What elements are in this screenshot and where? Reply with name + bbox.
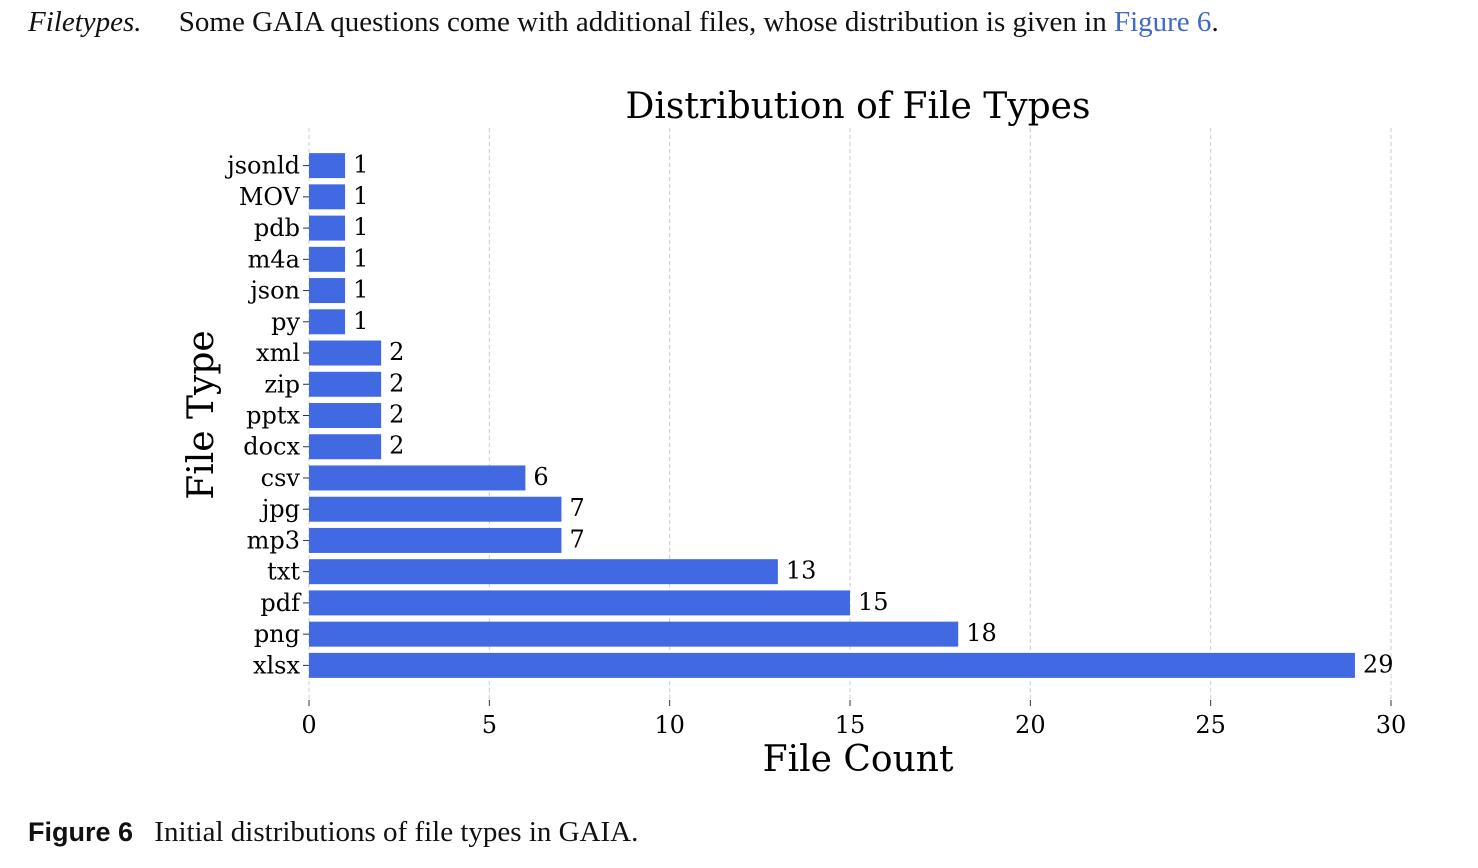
data-label: 2 — [389, 432, 404, 460]
y-tick-label: png — [254, 620, 300, 648]
bar-zip — [309, 371, 382, 397]
y-tick-label: csv — [261, 464, 301, 492]
bars — [309, 153, 1355, 678]
x-tick-label: 30 — [1376, 711, 1407, 739]
bar-chart: Distribution of File Types jsonld MOV pdb m… — [181, 86, 1406, 780]
intro-text: Some GAIA questions come with additional… — [178, 6, 1107, 38]
data-label: 2 — [389, 369, 404, 397]
data-label: 7 — [569, 494, 584, 522]
x-tick-labels: 0 5 10 15 20 25 30 — [301, 700, 1406, 739]
intro-lead: Filetypes. — [28, 6, 142, 38]
data-label: 2 — [389, 338, 404, 366]
x-axis-label: File Count — [763, 739, 954, 780]
caption-label: Figure 6 — [28, 817, 134, 847]
y-tick-label: json — [247, 277, 300, 305]
y-tick-label: m4a — [248, 245, 300, 273]
data-label: 1 — [353, 151, 368, 179]
y-tick-label: pdf — [260, 589, 302, 617]
y-tick-label: py — [271, 308, 300, 336]
chart-title: Distribution of File Types — [626, 86, 1091, 127]
data-label: 1 — [353, 213, 368, 241]
x-tick-label: 20 — [1015, 711, 1046, 739]
x-tick-label: 0 — [301, 711, 316, 739]
x-tick-label: 5 — [482, 711, 497, 739]
y-tick-label: docx — [243, 433, 300, 461]
data-label: 13 — [786, 557, 817, 585]
bar-json — [309, 278, 346, 304]
data-label: 1 — [353, 276, 368, 304]
data-label: 18 — [966, 619, 997, 647]
y-tick-label: txt — [267, 558, 300, 586]
y-axis-label: File Type — [181, 330, 222, 499]
y-tick-label: xlsx — [253, 651, 301, 679]
bar-png — [309, 621, 959, 647]
x-tick-label: 25 — [1195, 711, 1226, 739]
data-label: 2 — [389, 401, 404, 429]
data-label: 1 — [353, 182, 368, 210]
y-tick-labels: jsonld MOV pdb m4a json py xml zip pptx docx csv jp… — [224, 152, 309, 679]
y-tick-label: pptx — [246, 402, 300, 430]
bar-jpg — [309, 496, 562, 522]
y-tick-label: MOV — [239, 183, 301, 211]
caption-text: Initial distributions of file types in G… — [154, 816, 639, 848]
data-label: 15 — [858, 588, 889, 616]
data-label: 7 — [569, 525, 584, 553]
bar-jsonld — [309, 153, 346, 179]
bar-pdf — [309, 590, 850, 616]
bar-py — [309, 309, 346, 335]
bar-csv — [309, 465, 526, 491]
bar-txt — [309, 559, 778, 585]
y-tick-label: mp3 — [247, 526, 300, 554]
figure-caption: Figure 6 Initial distributions of file t… — [28, 816, 638, 849]
y-tick-label: jpg — [259, 495, 300, 523]
bar-mov — [309, 184, 346, 210]
data-label: 1 — [353, 244, 368, 272]
y-tick-label: zip — [264, 370, 300, 398]
x-tick-label: 10 — [654, 711, 685, 739]
x-tick-label: 15 — [835, 711, 866, 739]
bar-docx — [309, 434, 382, 460]
figure-reference-link[interactable]: Figure 6 — [1113, 6, 1212, 38]
bar-m4a — [309, 246, 346, 272]
bar-pdb — [309, 215, 346, 241]
y-tick-label: xml — [256, 339, 300, 367]
data-label: 6 — [533, 463, 548, 491]
bar-pptx — [309, 403, 382, 428]
data-label: 29 — [1363, 650, 1394, 678]
y-tick-label: jsonld — [224, 152, 300, 180]
data-label: 1 — [353, 307, 368, 335]
bar-xlsx — [309, 652, 1355, 678]
intro-end: . — [1211, 6, 1219, 38]
bar-mp3 — [309, 527, 562, 553]
intro-paragraph: Filetypes. Some GAIA questions come with… — [28, 6, 1219, 39]
bar-xml — [309, 340, 382, 366]
y-tick-label: pdb — [254, 214, 300, 242]
